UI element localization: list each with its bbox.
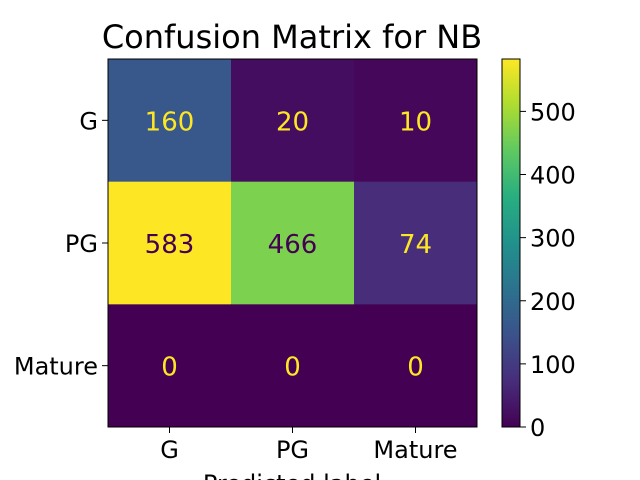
y-tick-label: Mature [14, 353, 98, 381]
y-axis-ticks: G PG Mature [14, 107, 108, 381]
colorbar-ticks: 0 100 200 300 400 500 [520, 98, 576, 442]
heatmap-cell [108, 59, 232, 183]
heatmap-cell [108, 181, 232, 305]
cell-value-label: 0 [407, 353, 424, 383]
heatmap-cell [108, 304, 232, 428]
x-axis-ticks: G PG Mature [160, 427, 458, 464]
cell-value-label: 583 [145, 230, 195, 260]
cell-value-label: 74 [399, 230, 432, 260]
colorbar-tick-label: 400 [530, 162, 576, 190]
heatmap-cell [231, 59, 355, 183]
heatmap-cell [354, 181, 478, 305]
heatmap-cell-labels: 160 20 10 583 466 74 0 0 0 [145, 107, 432, 382]
heatmap-cells [108, 59, 478, 428]
heatmap-cell [354, 59, 478, 183]
cell-value-label: 0 [284, 353, 301, 383]
cell-value-label: 160 [145, 107, 195, 137]
colorbar-tick-label: 300 [530, 225, 576, 253]
cell-value-label: 10 [399, 107, 432, 137]
y-tick-label: G [79, 107, 98, 135]
heatmap-cell [231, 181, 355, 305]
heatmap-cell [231, 304, 355, 428]
x-tick-label: G [160, 436, 179, 464]
x-axis-label: Predicted label [203, 470, 381, 480]
colorbar [501, 58, 521, 428]
colorbar-tick-label: 0 [530, 414, 545, 442]
colorbar-tick-label: 500 [530, 98, 576, 126]
colorbar-tick-label: 100 [530, 351, 576, 379]
colorbar-tick-label: 200 [530, 288, 576, 316]
cell-value-label: 20 [276, 107, 309, 137]
x-tick-label: Mature [373, 436, 457, 464]
y-tick-label: PG [65, 230, 98, 258]
cell-value-label: 0 [161, 353, 178, 383]
cell-value-label: 466 [268, 230, 318, 260]
chart-title: Confusion Matrix for NB [102, 18, 482, 56]
x-tick-label: PG [276, 436, 309, 464]
heatmap-cell [354, 304, 478, 428]
